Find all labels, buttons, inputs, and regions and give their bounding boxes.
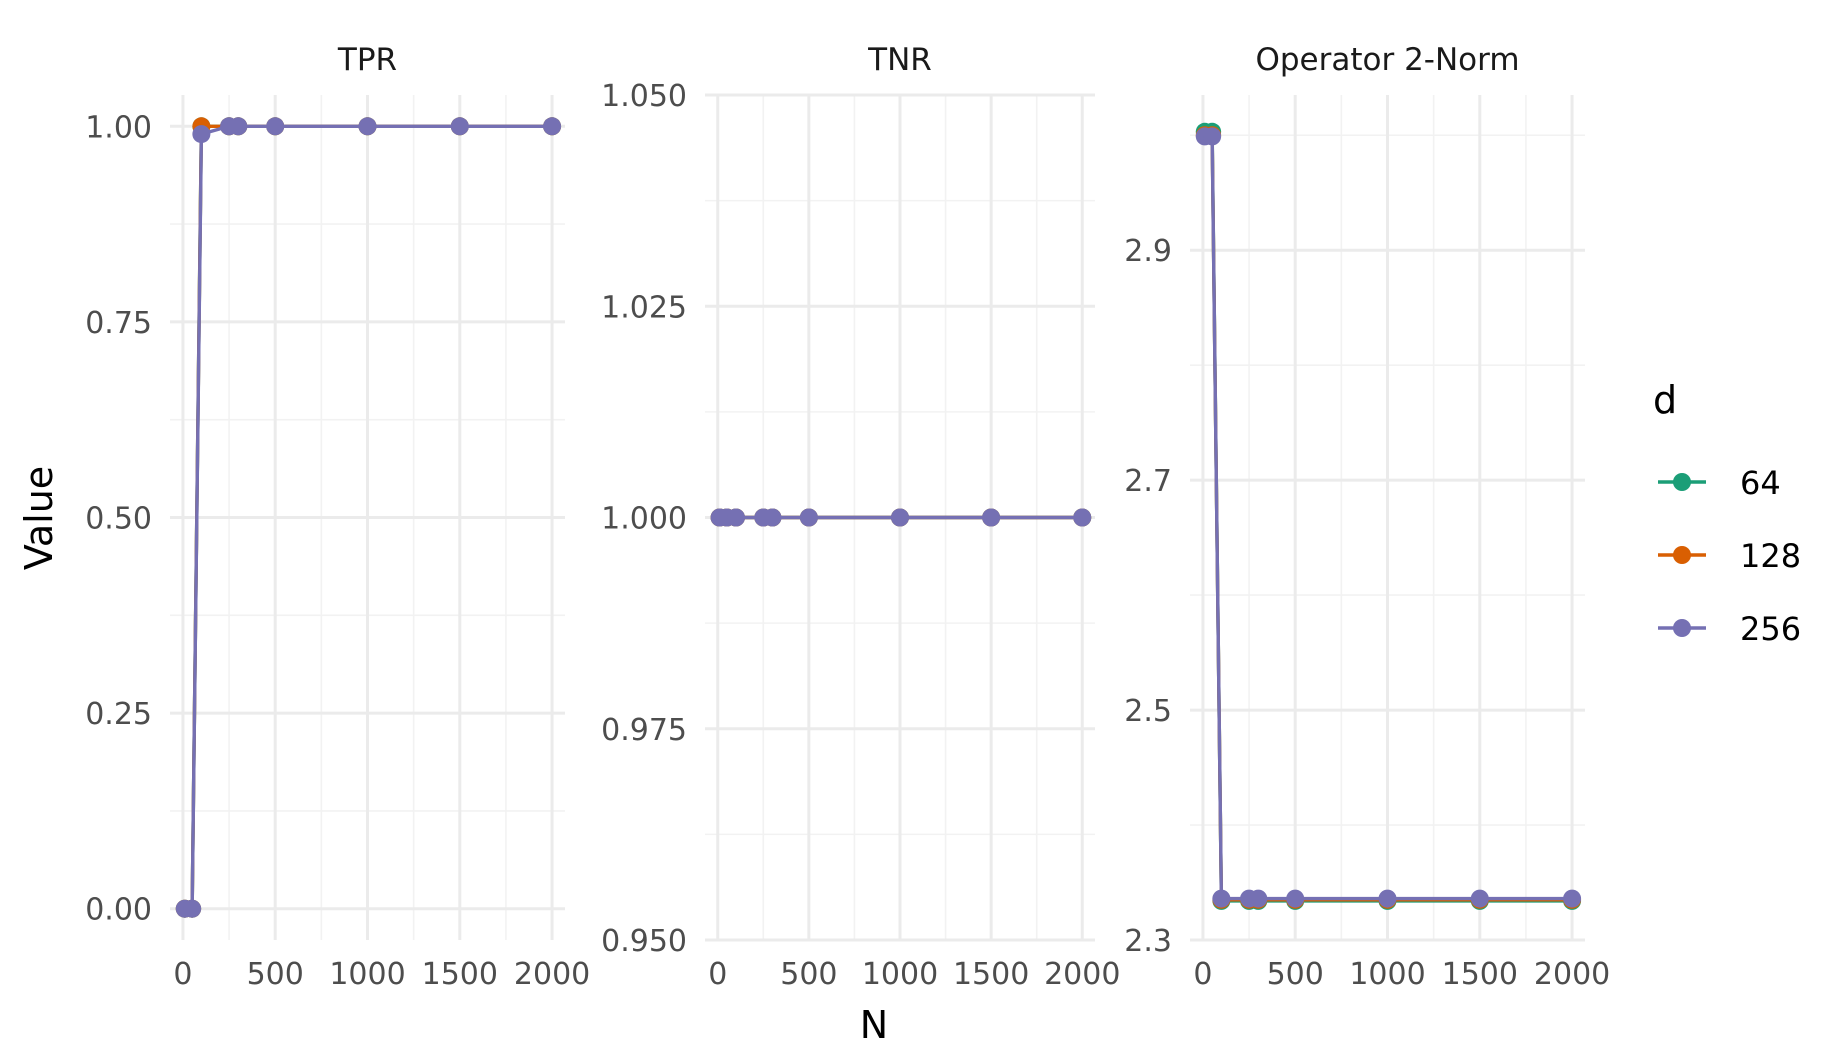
data-point — [1203, 127, 1222, 146]
y-axis-title: Value — [17, 466, 61, 570]
panel-0: 0 500 1000 1500 2000 0.00 0.25 0.50 0.75 1.00 TPR — [85, 42, 590, 992]
x-tick-label: 1500 — [1442, 957, 1518, 992]
data-point — [450, 117, 469, 136]
x-tick-label: 0 — [708, 957, 727, 992]
facet-title: Operator 2-Norm — [1255, 42, 1519, 78]
y-tick-label: 1.00 — [85, 110, 152, 145]
y-tick-label: 1.025 — [601, 290, 687, 325]
x-tick-label: 500 — [780, 957, 837, 992]
data-point — [543, 117, 562, 136]
x-tick-label: 500 — [1267, 957, 1324, 992]
y-tick-label: 2.7 — [1124, 464, 1172, 499]
x-axis-title: N — [860, 1003, 888, 1047]
y-tick-label: 0.25 — [85, 697, 152, 732]
legend-item: 128 — [1658, 537, 1801, 575]
panel-grid — [170, 95, 565, 940]
y-tick-label: 0.950 — [601, 924, 687, 959]
x-tick-label: 500 — [247, 957, 304, 992]
legend-key-point — [1673, 473, 1691, 491]
legend-label: 128 — [1740, 537, 1801, 575]
x-tick-label: 0 — [1193, 957, 1212, 992]
chart-panels: 0 500 1000 1500 20000.000.250.500.751.00TPR0… — [85, 42, 1610, 992]
y-tick-label: 1.000 — [601, 502, 687, 537]
series-256 — [175, 117, 562, 918]
data-point — [266, 117, 285, 136]
data-point — [1249, 889, 1268, 908]
y-tick-label: 2.3 — [1124, 924, 1172, 959]
y-tick-label: 2.5 — [1124, 694, 1172, 729]
y-tick-label: 0.50 — [85, 502, 152, 537]
series-256 — [710, 508, 1092, 527]
y-tick-label: 2.9 — [1124, 234, 1172, 269]
panel-2: 0 500 1000 1500 2000 2.3 2.5 2.7 2.9 Operator 2-N… — [1124, 42, 1610, 992]
x-tick-label: 1000 — [862, 957, 938, 992]
data-point — [982, 508, 1001, 527]
legend-item: 64 — [1658, 464, 1781, 502]
data-point — [1563, 889, 1582, 908]
data-point — [799, 508, 818, 527]
data-point — [358, 117, 377, 136]
y-tick-label: 0.00 — [85, 893, 152, 928]
x-tick-label: 1000 — [329, 957, 405, 992]
data-point — [1378, 889, 1397, 908]
series-256 — [1195, 127, 1582, 908]
legend-key-point — [1673, 546, 1691, 564]
data-point — [1286, 889, 1305, 908]
legend-items: 64 128 256 — [1658, 464, 1801, 648]
y-tick-label: 0.975 — [601, 713, 687, 748]
x-tick-label: 2000 — [1534, 957, 1610, 992]
facet-title: TNR — [867, 42, 932, 78]
data-point — [1212, 889, 1231, 908]
x-tick-label: 2000 — [514, 957, 590, 992]
legend: d 64 128 256 — [1653, 378, 1801, 648]
legend-key-point — [1673, 619, 1691, 637]
facet-title: TPR — [337, 42, 397, 78]
y-tick-label: 0.75 — [85, 306, 152, 341]
panel-grid — [1190, 95, 1585, 942]
data-point — [763, 508, 782, 527]
panel-1: 0 500 1000 1500 2000 0.950 0.975 1.000 1.025 1.05… — [601, 42, 1120, 992]
data-point — [891, 508, 909, 527]
data-point — [1470, 889, 1489, 908]
legend-label: 256 — [1740, 610, 1801, 648]
x-tick-label: 2000 — [1044, 957, 1120, 992]
legend-title: d — [1653, 378, 1677, 422]
y-tick-label: 1.050 — [601, 79, 687, 114]
data-point — [192, 125, 211, 144]
data-point — [229, 117, 248, 136]
data-point — [183, 899, 202, 918]
x-tick-label: 0 — [173, 957, 192, 992]
data-point — [726, 508, 745, 527]
x-tick-label: 1500 — [422, 957, 498, 992]
legend-item: 256 — [1658, 610, 1801, 648]
data-point — [1073, 508, 1092, 527]
x-tick-label: 1000 — [1349, 957, 1425, 992]
legend-label: 64 — [1740, 464, 1781, 502]
x-tick-label: 1500 — [953, 957, 1029, 992]
